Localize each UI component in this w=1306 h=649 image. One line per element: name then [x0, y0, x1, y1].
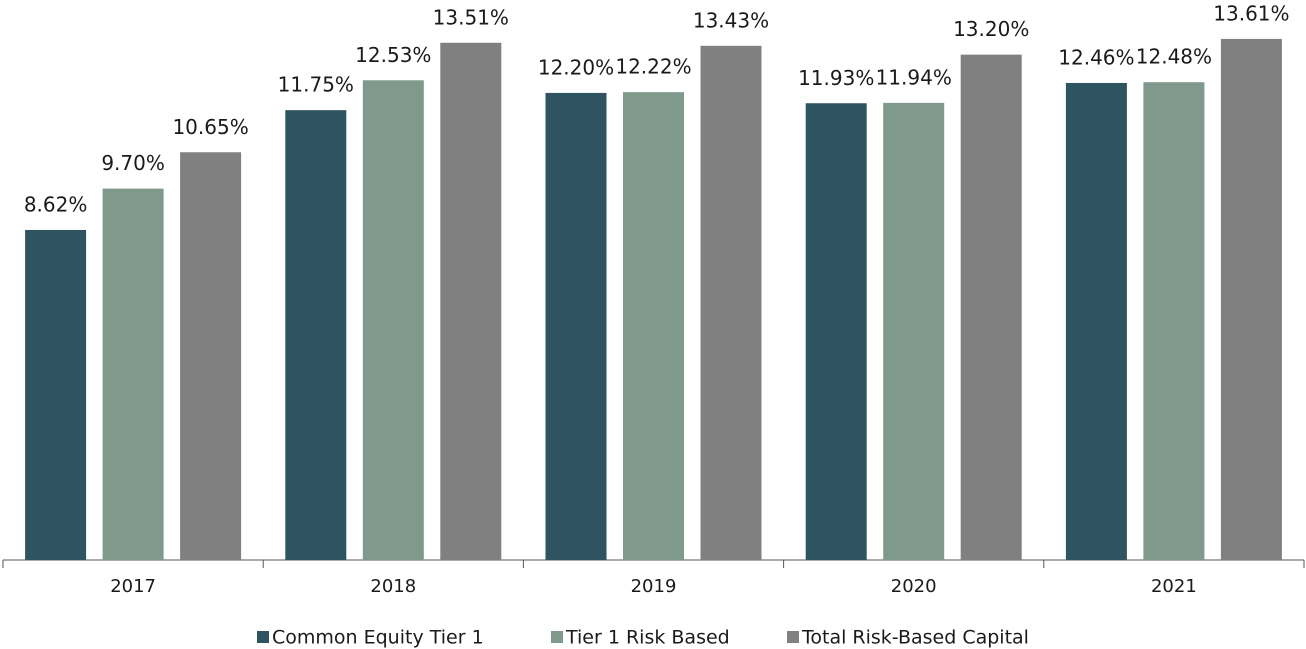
bar	[25, 229, 87, 560]
x-tick-label: 2018	[370, 576, 416, 597]
x-tick-label: 2021	[1151, 576, 1197, 597]
data-label: 12.53%	[355, 43, 431, 67]
data-label: 9.70%	[101, 151, 165, 175]
x-tick-label: 2017	[110, 576, 156, 597]
data-label: 12.46%	[1058, 45, 1134, 69]
data-label: 13.43%	[693, 8, 769, 32]
data-label: 13.61%	[1213, 1, 1289, 25]
data-label: 10.65%	[172, 115, 248, 139]
data-label: 11.94%	[876, 65, 952, 89]
data-label: 12.20%	[538, 55, 614, 79]
data-label: 13.51%	[433, 5, 509, 29]
legend-label: Total Risk-Based Capital	[801, 627, 1029, 649]
data-label: 12.48%	[1136, 45, 1212, 69]
data-label: 8.62%	[24, 192, 88, 216]
data-label: 12.22%	[615, 55, 691, 79]
data-label: 11.75%	[278, 73, 354, 97]
legend-swatch	[787, 631, 799, 643]
legend-label: Tier 1 Risk Based	[565, 627, 730, 649]
bar	[440, 42, 502, 560]
legend-swatch	[551, 631, 563, 643]
bar	[883, 102, 945, 561]
bar	[700, 45, 762, 560]
bar	[180, 152, 242, 560]
x-tick-label: 2020	[891, 576, 937, 597]
legend-swatch	[257, 631, 269, 643]
bar	[362, 80, 424, 560]
bar	[960, 54, 1022, 560]
bar	[805, 103, 867, 560]
bar	[545, 92, 607, 561]
bar	[623, 92, 684, 561]
bar	[1065, 82, 1127, 561]
data-label: 13.20%	[953, 17, 1029, 41]
bar	[1143, 82, 1205, 561]
x-tick-label: 2019	[631, 576, 677, 597]
data-label: 11.93%	[798, 66, 874, 90]
legend-label: Common Equity Tier 1	[272, 627, 484, 649]
bar	[102, 188, 164, 560]
bar	[1220, 38, 1282, 561]
bar	[285, 110, 347, 561]
